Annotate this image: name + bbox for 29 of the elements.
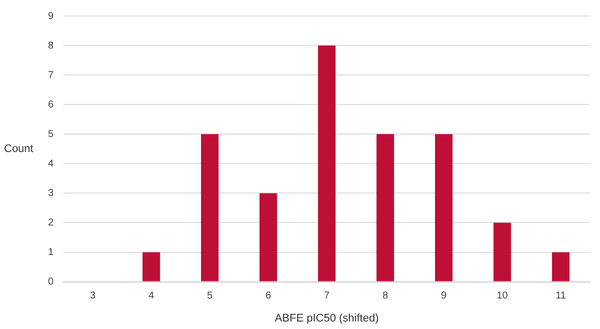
y-tick-label: 0 xyxy=(48,276,54,288)
x-tick-label: 3 xyxy=(90,290,96,302)
x-tick-label: 5 xyxy=(207,290,214,302)
y-tick-label: 5 xyxy=(48,128,54,140)
bar xyxy=(552,252,570,282)
bar xyxy=(260,193,278,282)
bar xyxy=(318,46,336,282)
bar xyxy=(142,252,160,282)
bar xyxy=(493,222,512,282)
x-tick-label: 7 xyxy=(324,290,330,302)
bar xyxy=(434,134,453,282)
x-tick-label: 11 xyxy=(556,290,566,302)
bar xyxy=(201,134,219,282)
y-tick-label: 7 xyxy=(48,70,54,81)
x-axis-title: ABFE pIC50 (shifted) xyxy=(274,312,379,324)
y-tick-label: 6 xyxy=(48,99,54,110)
x-tick-label: 6 xyxy=(266,290,272,302)
x-tick-label: 4 xyxy=(148,290,155,302)
y-tick-label: 1 xyxy=(48,247,54,258)
y-tick-label: 3 xyxy=(48,188,54,199)
y-tick-label: 8 xyxy=(48,40,54,52)
y-tick-label: 4 xyxy=(48,158,54,170)
y-tick-label: 2 xyxy=(48,217,54,228)
y-axis-title: Count xyxy=(4,142,34,155)
y-tick-label: 9 xyxy=(48,10,54,22)
x-tick-label: 9 xyxy=(440,290,447,302)
x-tick-label: 8 xyxy=(382,290,388,302)
x-tick-label: 10 xyxy=(496,290,508,302)
bar xyxy=(376,134,394,282)
